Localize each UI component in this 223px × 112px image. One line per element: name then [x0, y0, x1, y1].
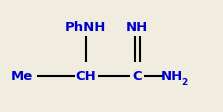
Text: PhNH: PhNH	[65, 20, 107, 33]
Text: Me: Me	[11, 70, 33, 83]
Text: C: C	[132, 70, 142, 83]
Text: CH: CH	[75, 70, 96, 83]
Text: NH: NH	[161, 70, 183, 83]
Text: 2: 2	[181, 77, 187, 86]
Text: NH: NH	[126, 20, 148, 33]
